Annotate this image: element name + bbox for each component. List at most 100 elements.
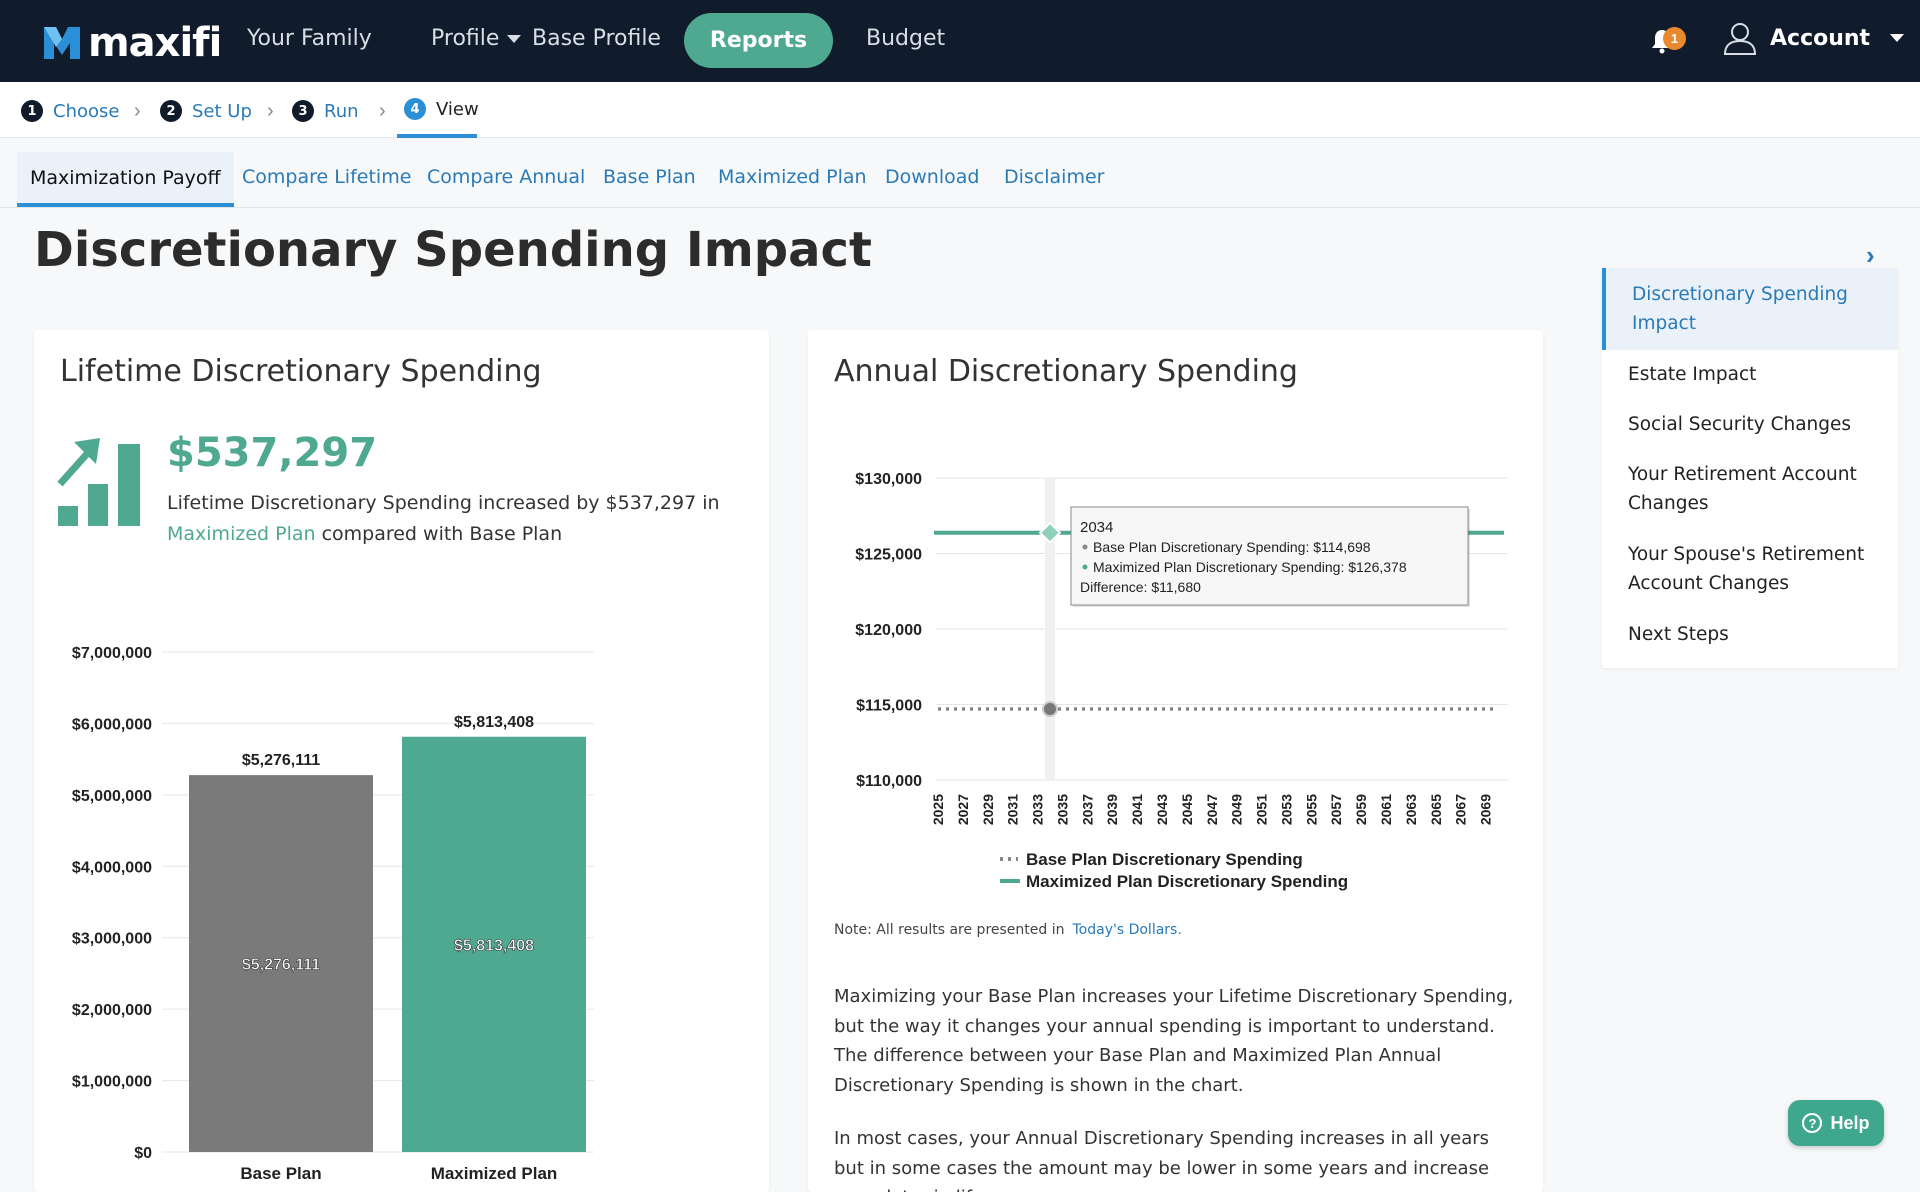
dollars-note: Note: All results are presented in Today'…: [834, 922, 1182, 938]
tooltip-base-dot: [1082, 544, 1088, 550]
legend-base-label: Base Plan Discretionary Spending: [1026, 850, 1303, 869]
help-label: Help: [1830, 1112, 1870, 1133]
step-number: 2: [160, 100, 182, 122]
sidenav-estate-impact[interactable]: Estate Impact: [1628, 364, 1757, 385]
tooltip-year: 2034: [1080, 519, 1113, 536]
y-tick-label: $125,000: [855, 547, 922, 564]
nav-profile[interactable]: Profile: [431, 26, 522, 51]
progress-steps: 1 Choose › 2 Set Up › 3 Run › 4 View: [0, 82, 1920, 138]
x-tick-label: 2037: [1079, 794, 1095, 825]
x-tick-label: 2069: [1478, 794, 1494, 825]
tab-base-plan[interactable]: Base Plan: [603, 166, 696, 188]
x-tick-label: 2047: [1204, 794, 1220, 825]
nav-budget[interactable]: Budget: [866, 26, 946, 51]
x-tick-label: 2031: [1005, 794, 1021, 825]
chevron-right-icon: ›: [134, 100, 141, 122]
y-tick-label: $110,000: [856, 773, 922, 790]
maximized-plan-marker: [1038, 521, 1062, 545]
report-tabs: Maximization Payoff Compare Lifetime Com…: [0, 138, 1920, 208]
growth-chart-icon: [57, 438, 140, 526]
step-label: Set Up: [192, 100, 252, 122]
lifetime-summary-text: Lifetime Discretionary Spending increase…: [167, 492, 720, 514]
tooltip-line-1: Base Plan Discretionary Spending: $114,6…: [1093, 539, 1371, 555]
bar-value-label: $5,276,111: [242, 752, 320, 769]
compared-with-text: compared with: [315, 523, 470, 545]
maxifi-logo[interactable]: maxifi: [42, 20, 222, 66]
sidenav-next-steps[interactable]: Next Steps: [1628, 624, 1729, 645]
base-plan-marker: [1042, 701, 1058, 718]
nav-base-profile[interactable]: Base Profile: [532, 26, 661, 51]
account-menu[interactable]: Account: [1722, 20, 1905, 56]
y-tick-label: $115,000: [856, 698, 922, 715]
annual-explanation-2: In most cases, your Annual Discretionary…: [834, 1128, 1490, 1192]
sidenav-retirement-account[interactable]: Your Retirement Account Changes: [1628, 464, 1857, 514]
logo-text: maxifi: [88, 20, 222, 66]
tab-maximization-payoff[interactable]: Maximization Payoff: [17, 152, 234, 207]
tab-disclaimer[interactable]: Disclaimer: [1004, 166, 1105, 188]
lifetime-bar-chart: $0 $1,000,000 $2,000,000 $3,000,000 $4,000,0…: [72, 645, 594, 1183]
y-tick-label: $1,000,000: [72, 1074, 152, 1091]
chevron-down-icon: [1890, 34, 1905, 42]
y-tick-label: $6,000,000: [72, 716, 152, 733]
y-tick-label: $2,000,000: [72, 1002, 152, 1019]
note-text: Note: All results are presented in: [834, 922, 1065, 938]
x-tick-label: 2051: [1254, 794, 1270, 825]
section-sidenav: Discretionary Spending Impact Estate Imp…: [1602, 268, 1898, 668]
todays-dollars-link[interactable]: Today's Dollars.: [1072, 922, 1182, 938]
tab-compare-lifetime[interactable]: Compare Lifetime: [242, 166, 412, 188]
tooltip-line-2: Maximized Plan Discretionary Spending: $…: [1093, 559, 1407, 575]
chevron-right-icon[interactable]: ›: [1866, 240, 1875, 270]
help-button[interactable]: ? Help: [1788, 1100, 1884, 1146]
account-label: Account: [1770, 25, 1871, 51]
y-tick-label: $0: [134, 1145, 152, 1162]
sidenav-social-security[interactable]: Social Security Changes: [1628, 414, 1852, 435]
step-view[interactable]: 4 View: [404, 98, 479, 120]
lifetime-spending-card: Lifetime Discretionary Spending $537,297…: [34, 330, 769, 1192]
x-tick-label: 2045: [1179, 794, 1195, 825]
step-choose[interactable]: 1 Choose: [21, 100, 119, 122]
tab-download[interactable]: Download: [885, 166, 980, 188]
step-set-up[interactable]: 2 Set Up: [160, 100, 252, 122]
x-tick-label: 2063: [1403, 794, 1419, 825]
bar: [189, 775, 373, 1152]
tab-compare-annual[interactable]: Compare Annual: [427, 166, 586, 188]
lifetime-summary: Lifetime Discretionary Spending increase…: [167, 488, 727, 550]
y-tick-label: $4,000,000: [72, 859, 152, 876]
x-tick-label: 2041: [1129, 794, 1145, 825]
annual-line-chart: $110,000 $115,000 $120,000 $125,000 $130,000…: [855, 471, 1508, 891]
chevron-down-icon: [507, 35, 522, 43]
user-icon: [1723, 23, 1757, 55]
step-label: View: [436, 98, 479, 120]
y-tick-label: $130,000: [855, 471, 922, 488]
page-title: Discretionary Spending Impact: [34, 222, 872, 278]
y-tick-label: $7,000,000: [72, 645, 152, 662]
bar: [402, 736, 586, 1152]
tab-maximized-plan[interactable]: Maximized Plan: [718, 166, 867, 188]
legend-max-label: Maximized Plan Discretionary Spending: [1026, 872, 1348, 891]
lifetime-card-title: Lifetime Discretionary Spending: [60, 354, 542, 389]
lifetime-increase-amount: $537,297: [167, 430, 378, 476]
x-tick-label: 2043: [1154, 794, 1170, 825]
step-number: 1: [21, 100, 43, 122]
step-run[interactable]: 3 Run: [292, 100, 359, 122]
nav-reports[interactable]: Reports: [684, 13, 833, 68]
bar-inner-label: $5,276,111: [242, 957, 320, 974]
x-tick-label: 2025: [930, 794, 946, 825]
x-tick-label: 2053: [1278, 794, 1294, 825]
bar-inner-label: $5,813,408: [454, 937, 534, 954]
annual-card-title: Annual Discretionary Spending: [834, 354, 1298, 389]
hover-crosshair: [1045, 478, 1055, 780]
step-number: 4: [404, 98, 426, 120]
chevron-right-icon: ›: [267, 100, 274, 122]
step-label: Run: [324, 100, 359, 122]
sidenav-discretionary-spending[interactable]: Discretionary Spending Impact: [1602, 268, 1898, 350]
nav-your-family[interactable]: Your Family: [247, 26, 372, 51]
x-tick-label: 2049: [1229, 794, 1245, 825]
question-icon: ?: [1802, 1113, 1823, 1133]
x-category-label: Base Plan: [240, 1164, 321, 1183]
sidenav-spouse-retirement[interactable]: Your Spouse's Retirement Account Changes: [1628, 544, 1865, 594]
annual-explanation-1: Maximizing your Base Plan increases your…: [834, 986, 1514, 1096]
x-tick-label: 2067: [1453, 794, 1469, 825]
x-tick-label: 2039: [1104, 794, 1120, 825]
x-tick-label: 2035: [1054, 794, 1070, 825]
